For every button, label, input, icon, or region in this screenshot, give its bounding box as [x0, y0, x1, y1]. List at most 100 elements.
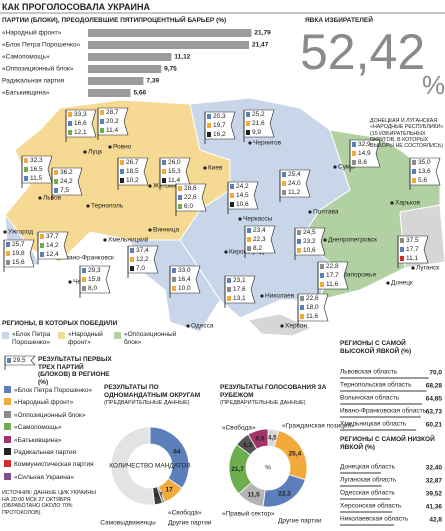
donut-title: РЕЗУЛЬТАТЫ ПО ОДНОМАНДАТНЫМ ОКРУГАМ: [104, 384, 201, 399]
flag-value: 11,5: [30, 175, 43, 182]
flag-value: 17,7: [326, 272, 339, 279]
flag-value: 11,6: [306, 313, 319, 320]
flag-value: 25,7: [12, 241, 25, 248]
page-title: КАК ПРОГОЛОСОВАЛА УКРАИНА: [2, 2, 150, 12]
flag-value: 26,7: [126, 159, 139, 166]
value-label: 68,28: [426, 383, 443, 390]
flag-value: 12,1: [74, 129, 87, 136]
value-label: 6: [155, 492, 159, 499]
legend-item: «Самопомощь»: [4, 423, 62, 432]
city-label: Херсон: [285, 323, 308, 330]
value-label: 11,5: [248, 492, 261, 499]
legend-swatch: [4, 398, 11, 406]
value-label: 63,73: [426, 409, 443, 416]
flag-value: 18,0: [306, 304, 319, 311]
region: [299, 129, 441, 301]
flag-value: 26,0: [168, 159, 181, 166]
legend-item: Радикальная партия: [4, 448, 76, 457]
turnout-title: ЯВКА ИЗБИРАТЕЛЕЙ: [305, 17, 373, 24]
flag-value: 33,0: [178, 267, 191, 274]
city-label: Сумы: [338, 164, 355, 171]
flag-swatch: [100, 128, 104, 133]
city-dot: [248, 141, 252, 145]
flag-value: 11,4: [168, 177, 181, 184]
flag-swatch: [246, 121, 250, 126]
flag-value: 24,5: [303, 229, 316, 236]
flag-swatch: [282, 181, 286, 186]
value-label: 8,5: [255, 435, 264, 442]
flag-swatch: [172, 286, 176, 291]
category-label: Хмельницкая область: [340, 420, 407, 428]
city-label: Киев: [208, 165, 223, 172]
flag-swatch: [68, 112, 72, 117]
callout-label: Самовыдвиженцы: [100, 520, 156, 527]
flag-value: 22,6: [184, 194, 197, 201]
city-label: Запорожье: [343, 272, 377, 279]
city-label: Луганск: [416, 265, 439, 272]
flag-swatch: [247, 228, 251, 233]
flag-swatch: [178, 204, 182, 209]
legend-item: «Народный фронт»: [4, 398, 73, 407]
flag-value: 8,6: [358, 159, 367, 166]
city-dot: [323, 238, 327, 242]
flag-value: 29,3: [88, 267, 101, 274]
flag-swatch: [24, 176, 28, 181]
flag-swatch: [247, 246, 251, 251]
city-dot: [386, 281, 390, 285]
city-label: Харьков: [395, 200, 420, 207]
flag-value: 13,6: [418, 168, 431, 175]
legend-swatch: [4, 435, 11, 443]
city-label: Одесса: [191, 323, 214, 330]
category-label: Одесская область: [340, 489, 395, 497]
city-label: Тернополь: [91, 203, 124, 210]
flag-value: 36,2: [60, 169, 73, 176]
bar: [340, 403, 423, 405]
flag-swatch: [120, 160, 124, 165]
category-label: «Блок Петра Порошенко»: [2, 42, 80, 49]
region-flag: 28,7 20,2 11,4: [97, 107, 129, 140]
bar: [340, 429, 417, 431]
city-dot: [224, 250, 228, 254]
flag-swatch: [412, 160, 416, 165]
value-label: 21,79: [254, 30, 271, 37]
flag-value: 18,5: [126, 168, 139, 175]
legend-swatch: [58, 332, 65, 339]
flag-legend-text: РЕЗУЛЬТАТЫ ПЕРВЫХ ТРЕХ ПАРТИЙ (БЛОКОВ) В…: [38, 356, 112, 386]
region-flag: 35,0 13,6 5,6: [409, 157, 441, 190]
flag-swatch: [162, 178, 166, 183]
legend-label: Радикальная партия: [14, 449, 77, 456]
category-label: «Оппозиционный блок»: [2, 65, 74, 73]
flag-swatch: [412, 178, 416, 183]
legend-label: «Оппозиционный блок»: [14, 411, 86, 419]
flag-value: 11,1: [406, 255, 419, 262]
region-flag: 29,3 15,8 8,0: [79, 265, 111, 298]
city-dot: [103, 238, 107, 242]
flag-value: 32,3: [30, 157, 43, 164]
bar: [88, 89, 131, 97]
city-dot: [83, 150, 87, 154]
donut-subtitle: (ПРЕДВАРИТЕЛЬНЫЕ ДАННЫЕ): [104, 400, 190, 406]
region-flag: 25,2 21,6 9,9: [243, 109, 275, 142]
bar: [340, 485, 382, 487]
bar: [88, 53, 172, 61]
flag-value: 12,4: [46, 251, 59, 258]
flag-value: 28,7: [106, 109, 119, 116]
callout-label: «Правый сектор»: [222, 510, 275, 518]
flag-swatch: [6, 260, 10, 265]
region: [246, 313, 314, 337]
flag-value: 32,9: [358, 141, 371, 148]
region-flag: 20,3 19,7 16,2: [204, 111, 236, 144]
city-dot: [86, 204, 90, 208]
flag-swatch: [24, 167, 28, 172]
flag-value: 19,7: [213, 122, 226, 129]
bar: [88, 29, 252, 37]
value-label: 4,5: [268, 435, 277, 442]
city-label: Ужгород: [8, 229, 33, 236]
bar: [340, 524, 395, 526]
legend-swatch: [114, 332, 121, 339]
flag-swatch: [230, 184, 234, 189]
flag-value: 14,9: [358, 150, 371, 157]
region-flag: 25,4 24,0 11,2: [279, 169, 311, 202]
